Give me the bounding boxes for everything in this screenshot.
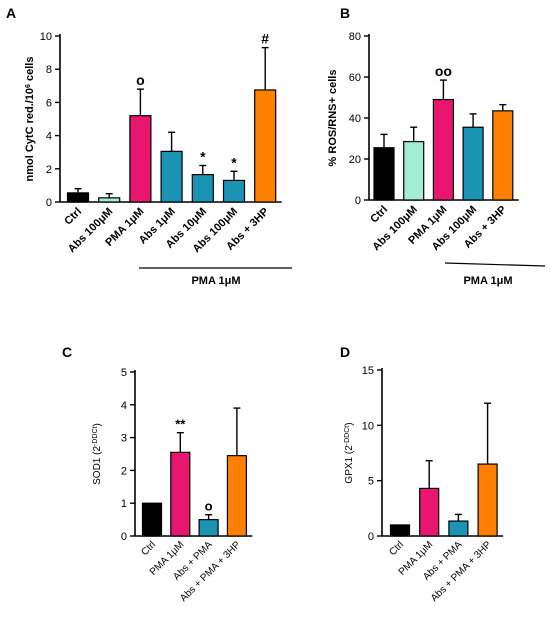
- category-label: Ctrl: [62, 206, 84, 228]
- bar: [462, 126, 484, 201]
- bar: [98, 197, 121, 203]
- bar: [222, 179, 246, 203]
- bar: [198, 518, 219, 537]
- category-label: Ctrl: [368, 204, 390, 226]
- y-tick-label: 0: [121, 531, 127, 543]
- y-tick-label: 1: [121, 498, 127, 510]
- category-label: Ctrl: [139, 539, 158, 558]
- y-tick-label: 4: [121, 400, 127, 412]
- bar: [66, 192, 90, 203]
- bar: [477, 463, 498, 537]
- bar: [129, 115, 152, 203]
- y-axis-label: GPX1 (2-DDCt): [344, 422, 356, 483]
- bar: [448, 520, 469, 537]
- bar: [403, 140, 425, 201]
- group-bracket-line: [444, 262, 546, 267]
- bar: [170, 451, 191, 537]
- y-tick-label: 2: [46, 164, 52, 176]
- y-tick-label: 10: [40, 31, 52, 43]
- group-label: PMA 1μM: [191, 275, 240, 287]
- y-tick-label: 20: [349, 154, 361, 166]
- bar: [226, 455, 247, 537]
- category-label: Ctrl: [387, 539, 406, 558]
- bar: [254, 89, 277, 203]
- y-tick-label: 4: [46, 131, 52, 143]
- bar: [419, 487, 440, 537]
- y-tick-label: 6: [46, 97, 52, 109]
- bar: [492, 110, 514, 201]
- y-tick-label: 80: [349, 31, 361, 43]
- y-tick-label: 0: [355, 195, 361, 207]
- y-tick-label: 8: [46, 64, 52, 76]
- significance-marker: oo: [435, 63, 452, 79]
- significance-marker: o: [205, 499, 213, 514]
- panel-letter: D: [340, 344, 350, 360]
- bar: [160, 150, 183, 203]
- bar: [432, 98, 454, 201]
- bar: [373, 147, 395, 201]
- y-tick-label: 15: [362, 365, 374, 377]
- bar: [389, 524, 411, 537]
- y-tick-label: 60: [349, 72, 361, 84]
- y-tick-label: 40: [349, 113, 361, 125]
- bar: [191, 174, 214, 203]
- significance-marker: *: [231, 154, 237, 170]
- y-axis-label: SOD1 (2-DDCt): [92, 423, 104, 485]
- significance-marker: **: [175, 417, 186, 432]
- y-tick-label: 0: [46, 197, 52, 209]
- y-tick-label: 10: [362, 420, 374, 432]
- significance-marker: #: [261, 31, 269, 47]
- y-tick-label: 0: [368, 531, 374, 543]
- y-tick-label: 5: [368, 476, 374, 488]
- bar: [141, 502, 163, 537]
- significance-marker: o: [136, 72, 145, 88]
- y-axis-label: % ROS/RNS+ cells: [327, 70, 339, 167]
- y-tick-label: 2: [121, 465, 127, 477]
- y-axis-label: nmol CytC red./106 cells: [24, 57, 36, 182]
- group-label: PMA 1μM: [463, 275, 512, 287]
- panel-letter: A: [6, 5, 16, 21]
- panel-letter: C: [62, 344, 72, 360]
- y-tick-label: 3: [121, 433, 127, 445]
- significance-marker: *: [200, 148, 206, 164]
- panel-letter: B: [340, 5, 350, 21]
- y-tick-label: 5: [121, 367, 127, 379]
